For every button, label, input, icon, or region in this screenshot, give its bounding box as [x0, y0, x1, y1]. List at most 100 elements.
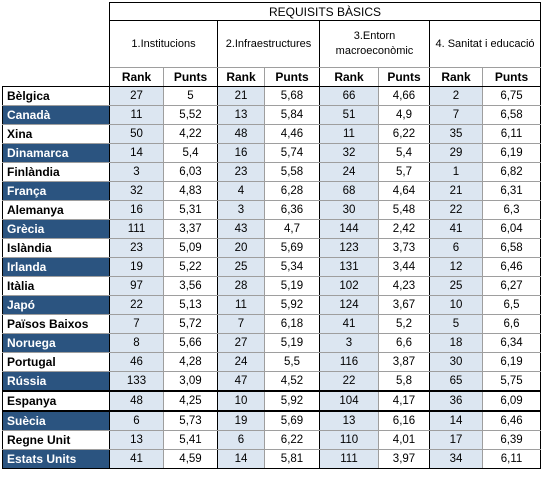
rank-cell: 66 [319, 86, 379, 106]
rank-cell: 16 [109, 200, 164, 220]
points-cell: 6,19 [481, 143, 542, 163]
country-cell: Països Baixos [2, 314, 110, 334]
table-row: Noruega 8 5,66 27 5,19 3 6,6 18 6,34 [2, 333, 542, 353]
rank-header: Rank [109, 67, 164, 87]
points-cell: 6,31 [481, 181, 542, 201]
rank-cell: 27 [217, 333, 265, 353]
rank-cell: 18 [429, 333, 483, 353]
points-cell: 5,48 [378, 200, 430, 220]
rank-cell: 6 [217, 430, 265, 450]
points-header: Punts [264, 67, 320, 87]
rank-header: Rank [217, 67, 265, 87]
rank-cell: 19 [217, 410, 265, 431]
rank-cell: 28 [217, 276, 265, 296]
rank-cell: 41 [319, 314, 379, 334]
rank-cell: 102 [319, 276, 379, 296]
points-cell: 4,52 [264, 371, 320, 392]
rank-cell: 8 [109, 333, 164, 353]
rank-cell: 46 [109, 352, 164, 372]
table-row: Rússia 133 3,09 47 4,52 22 5,8 65 5,75 [2, 371, 542, 392]
competitiveness-table: REQUISITS BÀSICS 1.Institucions 2.Infrae… [2, 2, 542, 469]
rank-cell: 11 [109, 105, 164, 125]
points-cell: 5,7 [378, 162, 430, 182]
points-cell: 6,22 [378, 124, 430, 144]
points-cell: 5,09 [163, 238, 218, 258]
rank-cell: 7 [429, 105, 483, 125]
rank-cell: 32 [319, 143, 379, 163]
table-row: Irlanda 19 5,22 25 5,34 131 3,44 12 6,46 [2, 257, 542, 277]
rank-cell: 21 [429, 181, 483, 201]
rank-cell: 13 [319, 410, 379, 431]
rank-cell: 36 [429, 390, 483, 412]
table-row: Xina 50 4,22 48 4,46 11 6,22 35 6,11 [2, 124, 542, 144]
points-cell: 5 [163, 86, 218, 106]
country-cell: Irlanda [2, 257, 110, 277]
points-header: Punts [481, 67, 542, 87]
rank-cell: 3 [319, 333, 379, 353]
points-cell: 5,19 [264, 276, 320, 296]
rank-cell: 7 [109, 314, 164, 334]
points-cell: 6,3 [481, 200, 542, 220]
rank-cell: 3 [217, 200, 265, 220]
country-cell: Alemanya [2, 200, 110, 220]
rank-cell: 13 [109, 430, 164, 450]
points-cell: 2,42 [378, 219, 430, 239]
rank-cell: 30 [429, 352, 483, 372]
table-row: Itàlia 97 3,56 28 5,19 102 4,23 25 6,27 [2, 276, 542, 296]
rank-cell: 50 [109, 124, 164, 144]
rank-cell: 20 [217, 238, 265, 258]
pillar-header-institucions: 1.Institucions [109, 20, 218, 68]
rank-cell: 34 [429, 449, 483, 469]
points-cell: 5,69 [264, 410, 320, 431]
points-cell: 5,72 [163, 314, 218, 334]
points-cell: 4,28 [163, 352, 218, 372]
points-cell: 6,11 [481, 449, 542, 469]
points-cell: 6,09 [481, 390, 542, 412]
rank-cell: 41 [429, 219, 483, 239]
points-cell: 5,5 [264, 352, 320, 372]
points-cell: 4,22 [163, 124, 218, 144]
points-cell: 6,28 [264, 181, 320, 201]
corner-cell [2, 67, 110, 87]
points-cell: 3,67 [378, 295, 430, 315]
rank-cell: 14 [429, 410, 483, 431]
points-cell: 5,66 [163, 333, 218, 353]
rank-cell: 48 [217, 124, 265, 144]
points-cell: 4,25 [163, 390, 218, 412]
country-cell: Canadà [2, 105, 110, 125]
points-cell: 6,82 [481, 162, 542, 182]
rank-cell: 19 [109, 257, 164, 277]
points-cell: 5,52 [163, 105, 218, 125]
table-row: Alemanya 16 5,31 3 6,36 30 5,48 22 6,3 [2, 200, 542, 220]
rank-header: Rank [429, 67, 483, 87]
points-cell: 3,37 [163, 219, 218, 239]
table-row: França 32 4,83 4 6,28 68 4,64 21 6,31 [2, 181, 542, 201]
country-cell: Noruega [2, 333, 110, 353]
country-cell: França [2, 181, 110, 201]
points-cell: 5,34 [264, 257, 320, 277]
points-cell: 6,46 [481, 410, 542, 431]
points-cell: 4,83 [163, 181, 218, 201]
rank-cell: 111 [109, 219, 164, 239]
points-cell: 5,13 [163, 295, 218, 315]
points-cell: 6,04 [481, 219, 542, 239]
points-cell: 3,44 [378, 257, 430, 277]
table-title: REQUISITS BÀSICS [108, 2, 542, 21]
table-row: Dinamarca 14 5,4 16 5,74 32 5,4 29 6,19 [2, 143, 542, 163]
rank-cell: 13 [217, 105, 265, 125]
pillar-header-infraestructures: 2.Infraestructures [217, 20, 320, 68]
rank-cell: 5 [429, 314, 483, 334]
rank-cell: 68 [319, 181, 379, 201]
rank-cell: 23 [217, 162, 265, 182]
points-cell: 5,4 [378, 143, 430, 163]
country-cell: Suècia [2, 410, 110, 431]
points-cell: 5,31 [163, 200, 218, 220]
rank-cell: 27 [109, 86, 164, 106]
rank-cell: 116 [319, 352, 379, 372]
table-row: Finlàndia 3 6,03 23 5,58 24 5,7 1 6,82 [2, 162, 542, 182]
points-cell: 6,58 [481, 105, 542, 125]
rank-cell: 16 [217, 143, 265, 163]
rank-cell: 6 [429, 238, 483, 258]
rank-cell: 10 [217, 390, 265, 412]
rank-cell: 48 [109, 390, 164, 412]
